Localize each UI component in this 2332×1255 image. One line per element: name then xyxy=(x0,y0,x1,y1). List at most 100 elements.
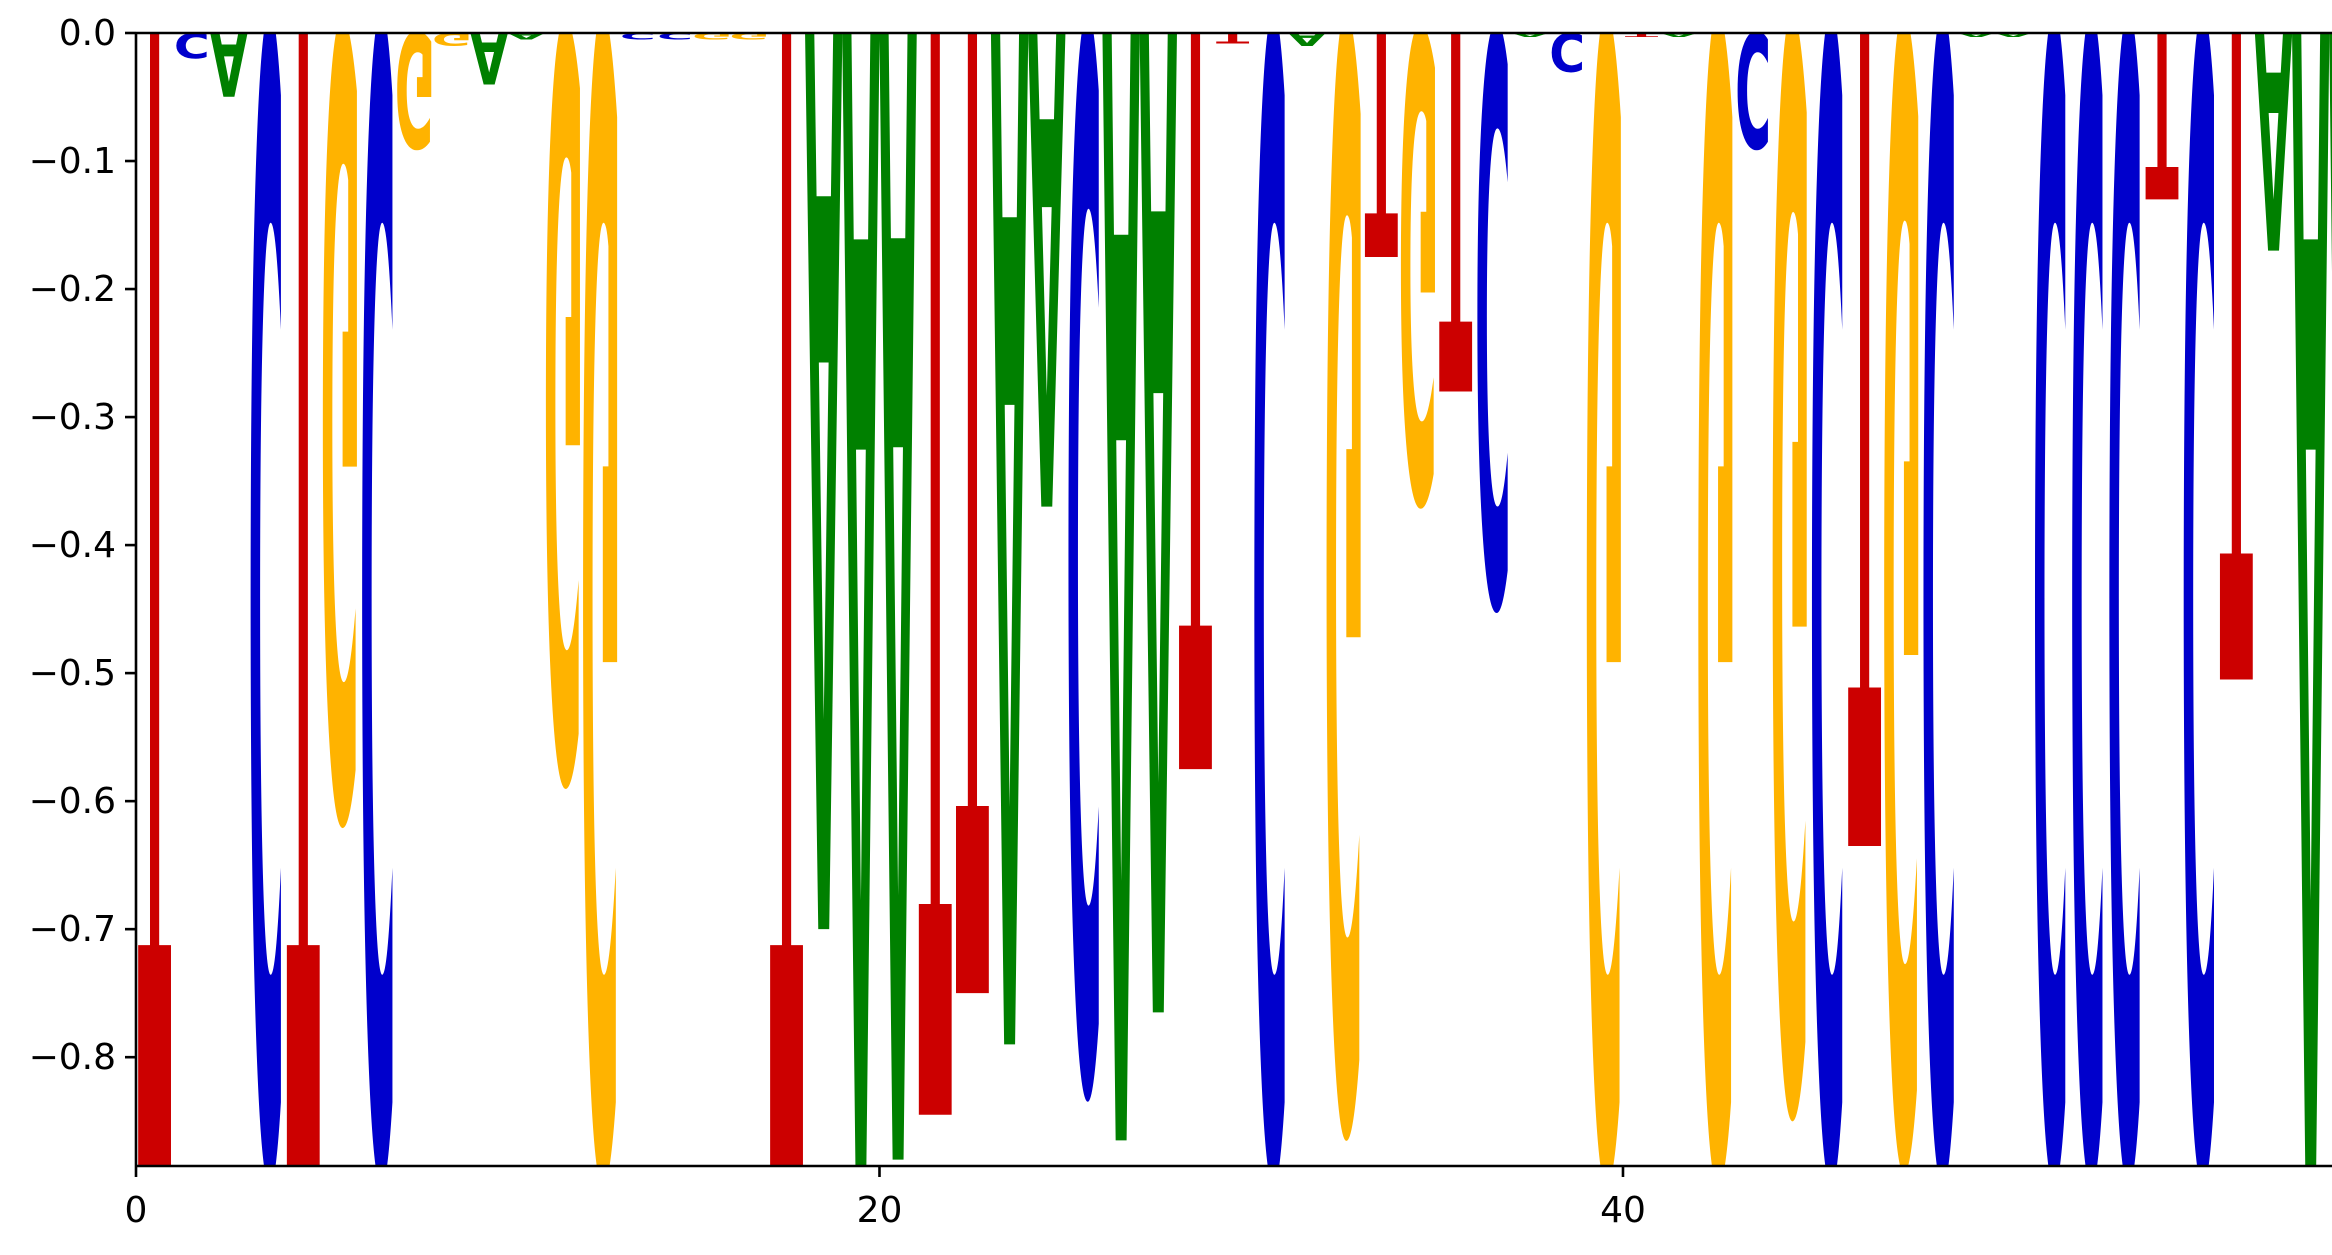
logo-letter-glyph: T xyxy=(956,0,990,1251)
logo-letter-c: C xyxy=(2070,0,2106,1251)
logo-letter-a: A xyxy=(2329,0,2332,1251)
logo-letter-a: A xyxy=(991,0,1029,1251)
logo-letter-glyph: G xyxy=(543,0,583,977)
logo-letter-glyph: C xyxy=(1810,0,1846,1251)
logo-letter-glyph: A xyxy=(1994,32,2032,38)
logo-letter-c: C xyxy=(248,0,284,1251)
logo-letter-a: A xyxy=(805,0,843,1172)
logo-letter-a: A xyxy=(1660,32,1698,38)
logo-letter-c: C xyxy=(1735,0,1771,180)
logo-letter-g: G xyxy=(320,0,360,1028)
logo-letter-glyph: G xyxy=(692,31,732,41)
logo-letter-glyph: G xyxy=(1584,0,1624,1251)
logo-letter-t: T xyxy=(1625,33,1659,38)
logo-letter-t: T xyxy=(1179,33,1213,971)
logo-letter-glyph: A xyxy=(879,0,917,1251)
y-tick-label: −0.2 xyxy=(29,269,116,310)
logo-letter-glyph: A xyxy=(2255,0,2293,309)
logo-letter-glyph: T xyxy=(1848,0,1882,1067)
logo-letter-glyph: A xyxy=(507,31,545,41)
logo-letters: T C A C T G C GGA AGG C C GG T A A A T T A A C A A T T C AG T G T C A C G… xyxy=(138,0,2332,1251)
logo-letter-c: C xyxy=(657,31,693,41)
logo-letter-c: C xyxy=(1475,0,1511,758)
logo-letter-g: G xyxy=(581,0,621,1251)
logo-letter-c: C xyxy=(1810,0,1846,1251)
logo-letter-glyph: A xyxy=(1511,32,1549,38)
logo-letter-glyph: A xyxy=(1102,0,1140,1251)
logo-letter-a: A xyxy=(507,31,545,41)
logo-letter-a: A xyxy=(1028,0,1066,637)
logo-letter-g: G xyxy=(543,0,583,977)
logo-letter-t: T xyxy=(919,33,953,1166)
logo-letter-a: A xyxy=(879,0,917,1251)
y-tick-label: −0.8 xyxy=(29,1037,116,1078)
logo-letter-glyph: A xyxy=(805,0,843,1172)
logo-letter-glyph: C xyxy=(620,31,656,41)
logo-letter-glyph: C xyxy=(2107,0,2143,1251)
logo-letter-glyph: C xyxy=(1549,21,1585,82)
logo-letter-t: T xyxy=(1848,0,1882,1067)
logo-letter-glyph: C xyxy=(248,0,284,1251)
logo-letter-a: A xyxy=(2255,0,2293,309)
logo-letter-glyph: T xyxy=(2220,0,2254,855)
logo-letter-glyph: A xyxy=(210,12,248,115)
logo-letter-glyph: T xyxy=(2145,0,2178,245)
logo-letter-g: G xyxy=(1770,0,1810,1251)
logo-letter-glyph: C xyxy=(1475,0,1511,758)
logo-letter-glyph: T xyxy=(138,0,172,1251)
logo-letter-glyph: G xyxy=(581,0,621,1251)
logo-letter-glyph: T xyxy=(1365,0,1398,318)
logo-letter-glyph: T xyxy=(1216,29,1250,45)
logo-letter-a: A xyxy=(1102,0,1140,1251)
logo-letter-glyph: C xyxy=(1735,0,1771,180)
logo-letter-glyph: T xyxy=(1439,0,1473,488)
logo-letter-glyph: C xyxy=(657,31,693,41)
logo-letter-glyph: A xyxy=(1957,32,1995,38)
logo-letter-glyph: C xyxy=(2070,0,2106,1251)
logo-letter-a: A xyxy=(1994,32,2032,38)
logo-letter-c: C xyxy=(1549,21,1585,82)
logo-letter-glyph: A xyxy=(991,0,1029,1251)
logo-letter-c: C xyxy=(2181,33,2217,1166)
y-tick-label: −0.5 xyxy=(29,653,116,694)
logo-letter-c: C xyxy=(1921,0,1957,1251)
logo-letter-glyph: G xyxy=(1882,0,1922,1251)
logo-letter-glyph: G xyxy=(729,31,769,41)
logo-letter-glyph: C xyxy=(1252,0,1288,1251)
logo-letter-c: C xyxy=(1252,0,1288,1251)
logo-letter-t: T xyxy=(2145,0,2178,245)
y-tick-label: −0.4 xyxy=(29,525,116,566)
logo-letter-glyph: A xyxy=(1028,0,1066,637)
logo-letter-glyph: C xyxy=(360,0,396,1251)
logo-letter-g: G xyxy=(729,31,769,41)
logo-letter-glyph: A xyxy=(1139,0,1177,1251)
logo-letter-g: G xyxy=(1882,0,1922,1251)
logo-letter-glyph: C xyxy=(1921,0,1957,1251)
logo-letter-g: G xyxy=(692,31,732,41)
logo-letter-glyph: G xyxy=(1770,0,1810,1251)
logo-letter-t: T xyxy=(287,33,321,1166)
logo-letter-g: G xyxy=(432,29,472,50)
logo-letter-c: C xyxy=(2033,33,2069,1166)
logo-letter-glyph: A xyxy=(470,16,508,97)
logo-letter-glyph: G xyxy=(432,29,472,50)
logo-letter-glyph: A xyxy=(2329,0,2332,1251)
logo-letter-a: A xyxy=(1957,32,1995,38)
logo-letter-glyph: C xyxy=(1066,0,1102,1251)
logo-letter-t: T xyxy=(138,0,172,1251)
y-tick-label: −0.7 xyxy=(29,909,116,950)
x-tick-label: 40 xyxy=(1600,1190,1646,1231)
logo-letter-glyph: A xyxy=(1660,32,1698,38)
logo-letter-glyph: G xyxy=(320,0,360,1028)
x-tick-label: 0 xyxy=(125,1190,148,1231)
logo-letter-a: A xyxy=(210,12,248,115)
logo-letter-g: G xyxy=(395,33,435,180)
logo-letter-glyph: A xyxy=(842,0,880,1251)
logo-letter-c: C xyxy=(360,0,396,1251)
logo-letter-t: T xyxy=(770,0,804,1251)
logo-letter-g: G xyxy=(1398,33,1438,627)
logo-letter-a: A xyxy=(1511,32,1549,38)
logo-letter-glyph: T xyxy=(770,0,804,1251)
logo-letter-c: C xyxy=(1066,0,1102,1251)
logo-letter-t: T xyxy=(1216,29,1250,46)
